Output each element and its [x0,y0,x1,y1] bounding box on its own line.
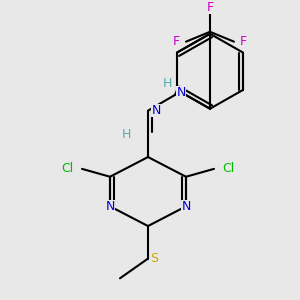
Text: F: F [173,35,180,48]
Text: Cl: Cl [222,162,234,176]
Text: F: F [206,1,214,13]
Text: Cl: Cl [62,162,74,176]
Text: N: N [176,86,186,99]
Text: N: N [181,200,191,213]
Text: H: H [162,76,172,90]
Text: N: N [105,200,115,213]
Text: S: S [150,252,158,265]
Text: F: F [240,35,247,48]
Text: H: H [121,128,131,141]
Text: N: N [151,104,161,117]
